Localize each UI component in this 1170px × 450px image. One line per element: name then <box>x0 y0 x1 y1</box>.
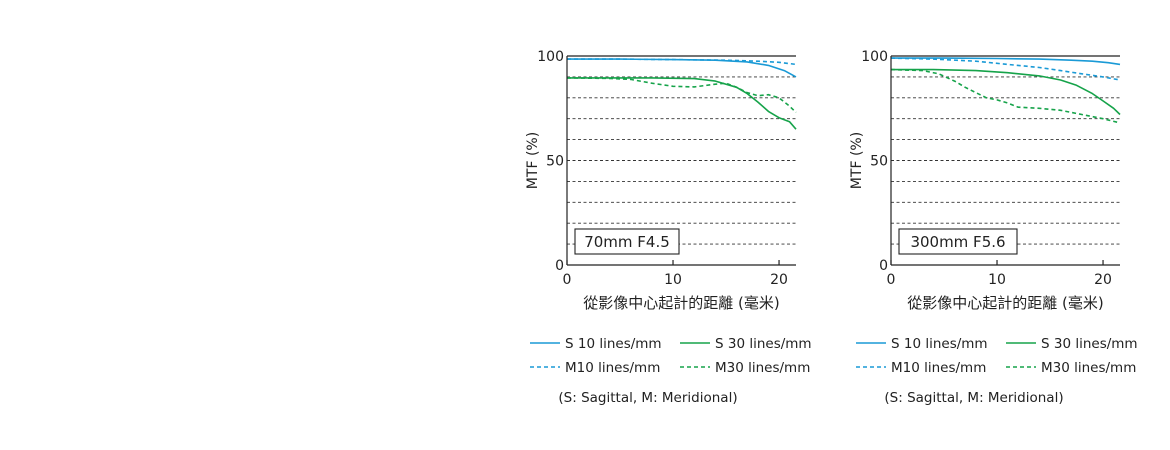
series-line-m10 <box>567 58 797 66</box>
legend-note: (S: Sagittal, M: Meridional) <box>884 390 1063 406</box>
x-tick-label: 10 <box>988 272 1006 288</box>
inset-label: 300mm F5.6 <box>910 233 1005 251</box>
y-tick-label: 50 <box>546 154 564 170</box>
y-tick-label: 0 <box>555 258 564 274</box>
x-axis-label: 從影像中心起計的距離 (毫米) <box>907 294 1103 312</box>
y-tick-label: 100 <box>861 49 888 65</box>
mtf-chart-1: 0 50 100 0 10 20 MTF (%) 從影像中心起計的距離 (毫米) 70mm F4… <box>525 49 812 406</box>
inset-label-box <box>898 228 1018 255</box>
y-tick-label: 100 <box>537 49 564 65</box>
y-axis-label: MTF (%) <box>525 132 541 189</box>
inset-label: 70mm F4.5 <box>584 233 670 251</box>
series-line-m30 <box>890 68 1121 124</box>
series-line-m30 <box>566 77 797 113</box>
legend: S 10 lines/mm S 30 lines/mm M10 lines/mm M3… <box>530 336 812 406</box>
x-tick-label: 20 <box>1094 272 1112 288</box>
series-line-s10 <box>891 57 1121 66</box>
legend: S 10 lines/mm S 30 lines/mm M10 lines/mm M3… <box>856 336 1138 406</box>
legend-entry: S 30 lines/mm <box>715 336 812 352</box>
legend-entry: S 10 lines/mm <box>891 336 988 352</box>
legend-entry: S 10 lines/mm <box>565 336 662 352</box>
x-tick-label: 0 <box>563 272 572 288</box>
y-tick-label: 50 <box>870 154 888 170</box>
x-axis-label: 從影像中心起計的距離 (毫米) <box>583 294 779 312</box>
legend-entry: M10 lines/mm <box>891 360 986 376</box>
legend-entry: S 30 lines/mm <box>1041 336 1138 352</box>
y-axis-label: MTF (%) <box>849 132 865 189</box>
legend-entry: M10 lines/mm <box>565 360 660 376</box>
series-line-s30 <box>891 68 1121 116</box>
x-tick-label: 20 <box>770 272 788 288</box>
x-tick-label: 10 <box>664 272 682 288</box>
legend-note: (S: Sagittal, M: Meridional) <box>558 390 737 406</box>
series-line-s30 <box>567 77 797 130</box>
series-line-m10 <box>890 57 1121 81</box>
y-tick-label: 0 <box>879 258 888 274</box>
inset-label-box <box>574 228 680 255</box>
legend-entry: M30 lines/mm <box>1041 360 1136 376</box>
series-line-s10 <box>567 58 797 78</box>
mtf-chart-2: 0 50 100 0 10 20 MTF (%) 從影像中心起計的距離 (毫米) 300mm F… <box>849 49 1138 406</box>
legend-entry: M30 lines/mm <box>715 360 810 376</box>
x-tick-label: 0 <box>887 272 896 288</box>
